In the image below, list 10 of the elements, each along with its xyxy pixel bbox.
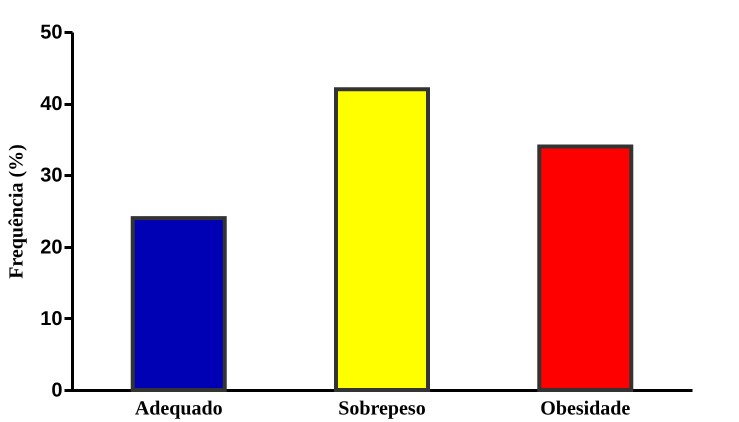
y-tick-label: 10 — [40, 308, 62, 330]
x-tick-label: Obesidade — [540, 398, 630, 420]
y-tick-label: 30 — [40, 164, 62, 187]
y-tick-label: 20 — [40, 236, 62, 258]
y-axis-title: Frequência (%) — [5, 144, 28, 279]
y-tick-label: 0 — [51, 380, 62, 402]
y-tick-label: 40 — [40, 93, 62, 116]
x-tick-label: Sobrepeso — [338, 398, 426, 420]
y-tick-label: 50 — [40, 22, 62, 44]
x-tick-label: Adequado — [134, 398, 223, 420]
